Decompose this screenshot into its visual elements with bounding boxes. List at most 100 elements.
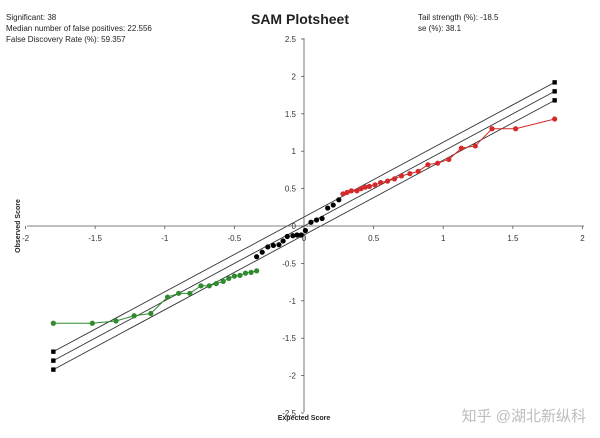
median-false-positives: Median number of false positives: 22.556 [6,24,152,33]
endpoint-marker [552,80,557,85]
data-point [362,184,368,190]
data-point [330,202,336,208]
x-tick: -0.5 [227,226,242,243]
data-point [340,191,346,197]
y-tick-label: 2 [292,72,297,81]
x-axis-label: Expected Score [278,415,331,422]
data-point [325,205,331,211]
data-point [226,275,232,281]
data-point [237,272,243,278]
y-tick-label: -1 [289,297,297,306]
false-discovery-rate: False Discovery Rate (%): 59.357 [6,35,126,44]
data-point [290,233,296,239]
data-point [384,178,391,184]
x-tick: 2 [580,226,585,243]
stats-panel-left: Significant: 38 Median number of false p… [6,12,152,45]
x-tick-label: 1.5 [507,234,519,243]
y-ticks: 2.5 2 1.5 1 0.5 0 -0.5 -1 -1.5 -2 -2.5 [282,35,304,418]
endpoint-marker [51,349,56,354]
data-point [131,313,137,319]
x-tick: -1.5 [88,226,103,243]
endpoint-marker [51,367,56,372]
y-tick: -1 [289,297,304,306]
endpoint-markers [51,80,557,372]
data-point [489,126,495,132]
data-point [372,182,378,188]
y-tick: 2.5 [285,35,304,44]
y-tick-label: 1 [292,147,297,156]
data-point [164,294,171,300]
x-tick-label: -0.5 [227,234,241,243]
y-tick-label: -1.5 [282,334,296,343]
data-point [298,232,304,238]
y-tick: 0.5 [285,185,304,194]
data-point [446,156,452,163]
data-point [294,232,300,238]
data-point [148,310,154,317]
x-tick: 1 [441,226,446,243]
y-tick: 1 [292,147,304,156]
series [50,268,260,326]
data-point [254,268,260,274]
series [340,116,558,197]
data-point [259,249,265,255]
data-point [366,183,373,189]
endpoint-marker [552,98,557,103]
data-point [113,318,119,324]
x-tick-label: -2 [22,234,30,243]
y-tick: -1.5 [282,334,304,343]
x-tick-label: 0 [302,234,307,243]
y-tick-label: -0.5 [282,259,296,268]
data-point [276,242,282,248]
data-point [377,180,384,186]
data-point [231,273,237,279]
data-point [458,145,464,151]
x-tick-label: -1.5 [88,234,102,243]
data-point [398,173,405,179]
data-point [552,116,558,122]
endpoint-marker [51,358,56,363]
data-point [176,290,182,296]
data-point [319,215,325,222]
y-tick-label: -2.5 [282,409,296,418]
x-tick-label: 0.5 [368,234,380,243]
y-tick-label: 2.5 [285,35,297,44]
y-tick-label: 0.5 [285,185,297,194]
y-tick: 1.5 [285,110,304,119]
y-tick: 2 [292,72,304,81]
stats-panel-right: Tail strength (%): -18.5 se (%): 38.1 [418,12,498,34]
watermark: 知乎 @湖北新纵科 [461,408,586,425]
y-tick: -2.5 [282,409,304,418]
data-point [513,126,519,132]
data-point [265,244,271,250]
data-point [425,162,431,168]
data-point [206,283,212,289]
series-layer [50,116,558,326]
data-point [344,189,350,195]
y-tick-label: -2 [289,372,297,381]
data-point [280,238,286,244]
data-point [242,270,249,276]
data-point [407,171,413,177]
series [254,197,342,260]
significant-count: Significant: 38 [6,13,57,22]
y-tick-label: 0 [292,222,297,231]
data-point [472,143,478,149]
y-tick: -0.5 [282,259,304,268]
chart-title: SAM Plotsheet [250,11,349,27]
data-point [435,160,441,166]
data-point [391,176,398,182]
data-point [248,269,254,275]
data-point [220,278,226,284]
axes: -2 -1.5 -1 -0.5 0 0.5 1 1.5 2 2.5 2 1.5 1 0.5 0 -0.5 -1… [22,35,585,418]
data-point [354,188,360,194]
tail-strength: Tail strength (%): -18.5 [418,13,499,22]
data-point [348,188,354,194]
y-axis-label: Observed Score [15,199,22,253]
y-tick: 0 [292,222,304,231]
x-tick-label: -1 [161,234,169,243]
y-tick: -2 [289,372,304,381]
endpoint-marker [552,89,557,94]
x-tick: 0.5 [368,226,380,243]
x-tick: -2 [22,226,30,243]
